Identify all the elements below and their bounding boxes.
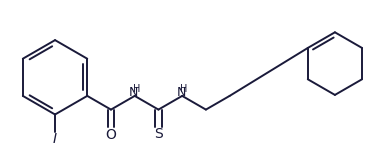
Text: N: N — [177, 86, 186, 100]
Text: I: I — [53, 132, 57, 146]
Text: H: H — [133, 84, 140, 94]
Text: H: H — [180, 84, 188, 94]
Text: S: S — [154, 127, 163, 141]
Text: O: O — [106, 128, 116, 142]
Text: N: N — [129, 86, 139, 100]
